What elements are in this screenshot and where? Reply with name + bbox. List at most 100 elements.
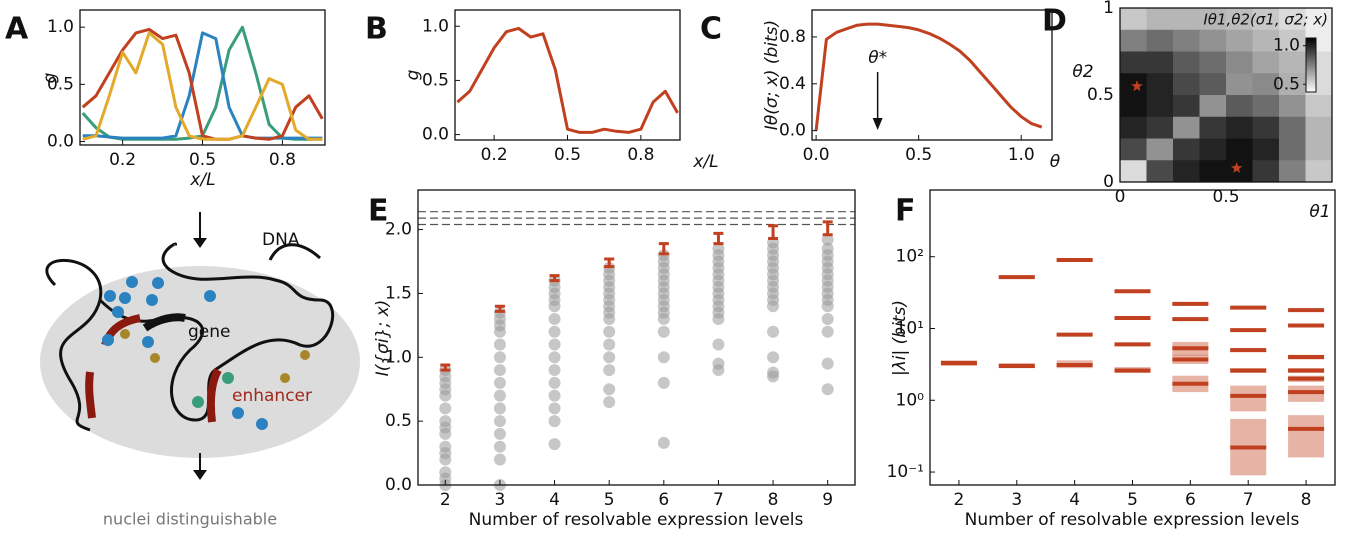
y-tick-label: 0.4 [779, 74, 806, 94]
point [767, 300, 780, 313]
error-bar [604, 257, 615, 269]
point [548, 300, 561, 313]
error-bar [440, 363, 451, 372]
heat-cell [1173, 160, 1200, 183]
marker [1230, 162, 1243, 173]
panel-label: B [365, 12, 388, 47]
heat-cell [1252, 138, 1280, 161]
colorbar-tick-label: 1.0 [1273, 36, 1300, 56]
y-tick-label: 10⁻¹ [887, 462, 924, 482]
panel-label: A [5, 12, 29, 47]
panel-label: F [895, 194, 916, 229]
y-tick-label: 0.0 [47, 132, 74, 152]
x-tick-label: 0.5 [189, 150, 216, 170]
x-tick-label: 0.8 [269, 150, 296, 170]
point [603, 325, 616, 338]
x-tick-label: 5 [1127, 490, 1138, 510]
heat-cell [1252, 160, 1280, 183]
x-tick-label: 3 [1011, 490, 1022, 510]
x-tick-label: 0.8 [627, 145, 654, 165]
x-tick-label: 0.5 [554, 145, 581, 165]
error-bar [713, 231, 724, 246]
y-axis-label: |λi| (bits) [890, 300, 910, 376]
heat-cell [1146, 8, 1174, 31]
heat-cell [1173, 29, 1200, 52]
panel-label: C [700, 12, 722, 47]
panel-5: F Number of resolvable expression levels |… [887, 189, 1336, 530]
enhancer-label: enhancer [232, 386, 312, 406]
heat-cell [1279, 138, 1306, 161]
x-tick-label: 8 [1301, 490, 1312, 510]
error-bar [658, 242, 669, 256]
heat-cell [1173, 95, 1200, 118]
x-tick-label: 7 [713, 490, 724, 510]
panel-0: Ax/L g 0.0 0.5 1.0 0.2 0.5 0.8 [5, 9, 326, 190]
heat-cell [1305, 138, 1333, 161]
point [821, 383, 834, 396]
heat-cell [1199, 160, 1227, 183]
marker [1131, 80, 1143, 92]
y-axis-label: g [403, 69, 423, 80]
heat-cell [1199, 116, 1227, 139]
heatmap-title: Iθ1,θ2(σ1, σ2; x) [1203, 11, 1328, 29]
point [493, 389, 506, 402]
y-tick-label: 0.5 [385, 411, 412, 431]
y-tick-label: 0 [1103, 172, 1114, 192]
point [603, 312, 616, 325]
dna [45, 242, 335, 432]
heat-cell [1279, 116, 1306, 139]
proteins [102, 276, 268, 430]
heat-cell [1252, 116, 1280, 139]
point [657, 325, 670, 338]
point [821, 300, 834, 313]
heat-cell [1252, 29, 1280, 52]
point [548, 402, 561, 415]
heat-cell [1146, 116, 1174, 139]
point [493, 325, 506, 338]
heat-cell [1226, 95, 1253, 118]
point [603, 351, 616, 364]
point [657, 376, 670, 389]
colorbar [1305, 37, 1317, 93]
x-tick-label: 0.5 [905, 145, 932, 165]
x-tick-label: 0.0 [803, 145, 830, 165]
heat-cell [1146, 51, 1174, 74]
diagram: DNA gene enhancer nuclei distinguishable [40, 212, 360, 529]
x-axis-label: θ1 [1309, 202, 1330, 222]
line [814, 22, 1043, 131]
x-tick-label: 0.2 [481, 145, 508, 165]
x-tick-label: 7 [1243, 490, 1254, 510]
y-tick-label: 10⁰ [896, 390, 925, 410]
point [767, 351, 780, 364]
y-tick-label: 0.0 [422, 125, 449, 145]
x-tick-label: 0.5 [1212, 187, 1239, 207]
heat-cell [1146, 95, 1174, 118]
error-bar [494, 304, 505, 313]
level-band [1288, 415, 1325, 458]
heat-cell [1199, 8, 1227, 31]
x-tick-label: 8 [768, 490, 779, 510]
y-axis-label: I({σi}; x) [373, 300, 393, 377]
point [493, 453, 506, 466]
heat-cell [1146, 160, 1174, 183]
x-axis-label: θ [1050, 152, 1061, 172]
y-tick-label: 10² [896, 247, 924, 267]
heat-cell [1279, 160, 1306, 183]
heat-cell [1146, 73, 1174, 96]
point [439, 427, 452, 440]
point [767, 370, 780, 383]
heat-cell [1226, 73, 1253, 96]
heat-cell [1173, 8, 1200, 31]
point [493, 351, 506, 364]
y-axis-label: θ2 [1072, 62, 1093, 82]
panel-4: E Number of resolvable expression levels I… [368, 189, 856, 530]
point [821, 357, 834, 370]
heat-cell [1199, 51, 1227, 74]
panel-2: Cθ Iθ(σ; x) (bits) θ* 0.0 0.4 0.8 0.0 0.5 1.0 [700, 9, 1061, 172]
heat-cell [1120, 29, 1147, 52]
error-bar [768, 224, 779, 241]
point [548, 312, 561, 325]
point [603, 364, 616, 377]
heat-cell [1279, 73, 1306, 96]
point [439, 389, 452, 402]
